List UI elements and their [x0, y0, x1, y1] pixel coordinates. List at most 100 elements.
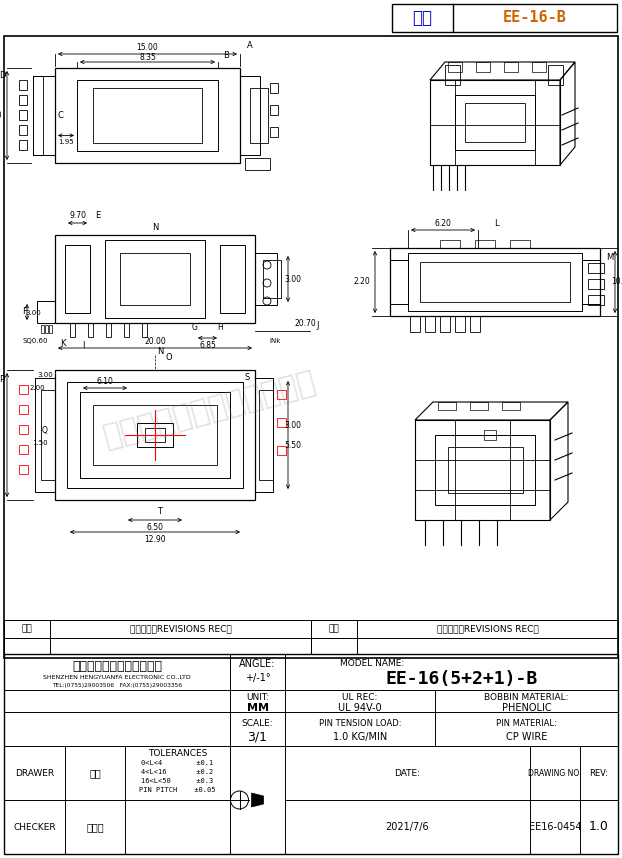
Bar [263, 260, 281, 298]
Bar [588, 295, 604, 305]
Text: 10.22: 10.22 [611, 277, 622, 287]
Bar [410, 316, 420, 332]
Bar [255, 378, 273, 492]
Bar [510, 240, 530, 248]
Text: E: E [95, 210, 101, 220]
Text: 3.00: 3.00 [25, 310, 41, 316]
Text: F: F [22, 306, 27, 316]
Bar [438, 402, 456, 410]
Text: 6.85: 6.85 [199, 341, 216, 349]
Bar [504, 62, 518, 72]
Text: PHENOLIC: PHENOLIC [502, 703, 551, 713]
Bar [49, 325, 52, 333]
Text: 3.00: 3.00 [37, 372, 53, 378]
Bar [582, 260, 600, 304]
Text: 3.00: 3.00 [284, 420, 302, 430]
Text: TEL:(0755)29003506   FAX:(0755)29003356: TEL:(0755)29003506 FAX:(0755)29003356 [52, 682, 182, 687]
Text: 6.20: 6.20 [435, 219, 452, 227]
Text: MM: MM [246, 703, 269, 713]
Bar [270, 83, 278, 93]
Text: A: A [247, 41, 253, 51]
Text: 版本: 版本 [328, 625, 340, 633]
Bar [77, 80, 218, 151]
Text: REV:: REV: [590, 769, 608, 777]
Text: SQ0.60: SQ0.60 [22, 338, 48, 344]
Bar [420, 262, 570, 302]
Bar [240, 76, 260, 155]
Bar [425, 316, 435, 332]
Bar [137, 423, 173, 447]
Bar [33, 76, 55, 155]
Bar [55, 235, 255, 323]
Bar [142, 323, 147, 337]
Bar [484, 430, 496, 440]
Text: 1.50: 1.50 [32, 440, 48, 446]
Text: +/-1°: +/-1° [244, 673, 271, 683]
Bar [448, 62, 462, 72]
Bar [55, 370, 255, 500]
Bar [19, 140, 27, 150]
Text: 3/1: 3/1 [248, 730, 267, 744]
Text: 6.50: 6.50 [147, 523, 164, 531]
Bar [415, 420, 550, 520]
Text: 深圳市恒源发电子有限公司: 深圳市恒源发电子有限公司 [101, 368, 320, 452]
Bar [392, 4, 617, 32]
Text: BOBBIN MATERIAL:: BOBBIN MATERIAL: [485, 693, 569, 703]
Bar [311, 638, 357, 654]
Text: PIN PITCH    ±0.05: PIN PITCH ±0.05 [139, 787, 216, 793]
Text: 11.60: 11.60 [0, 111, 2, 120]
Text: 1.0 KG/MIN: 1.0 KG/MIN [333, 732, 387, 742]
Bar [120, 253, 190, 305]
Bar [55, 68, 240, 163]
Text: 20.70: 20.70 [294, 319, 316, 329]
Text: CP WIRE: CP WIRE [506, 732, 547, 742]
Polygon shape [251, 793, 264, 807]
Text: DATE:: DATE: [394, 769, 420, 777]
Text: ANGLE:: ANGLE: [239, 659, 276, 669]
Text: D: D [0, 71, 5, 81]
Text: 2.00: 2.00 [29, 385, 45, 391]
Bar [4, 620, 50, 638]
Text: B: B [223, 51, 229, 61]
Bar [4, 654, 618, 854]
Bar [270, 127, 278, 137]
Bar [35, 378, 55, 492]
Text: SCALE:: SCALE: [242, 720, 273, 728]
Text: N: N [157, 347, 163, 357]
Bar [455, 316, 465, 332]
Text: PIN MATERIAL:: PIN MATERIAL: [496, 720, 557, 728]
Text: EE-16-B: EE-16-B [503, 10, 567, 26]
Text: 9.70: 9.70 [69, 212, 86, 221]
Text: 1.95: 1.95 [58, 140, 74, 146]
Bar [440, 316, 450, 332]
Bar [41, 390, 55, 480]
Bar [19, 465, 28, 474]
Bar [37, 301, 55, 323]
Bar [445, 65, 460, 85]
Bar [475, 240, 495, 248]
Bar [390, 260, 408, 304]
Text: UL REC:: UL REC: [342, 693, 378, 703]
Bar [588, 279, 604, 289]
Bar [532, 62, 546, 72]
Text: 型号: 型号 [412, 9, 432, 27]
Bar [80, 392, 230, 478]
Text: 3.00: 3.00 [284, 275, 302, 283]
Bar [33, 76, 43, 155]
Text: MODEL NAME:: MODEL NAME: [340, 660, 404, 668]
Bar [259, 390, 273, 480]
Text: O: O [165, 353, 172, 362]
Bar [19, 125, 27, 135]
Text: EE16-0454: EE16-0454 [529, 822, 582, 832]
Text: 0<L<4        ±0.1: 0<L<4 ±0.1 [141, 760, 213, 766]
Bar [465, 103, 525, 142]
Bar [277, 446, 286, 455]
Bar [440, 240, 460, 248]
Text: L: L [494, 220, 498, 228]
Bar [19, 95, 27, 105]
Bar [67, 382, 243, 488]
Text: UNIT:: UNIT: [246, 693, 269, 703]
Bar [4, 620, 618, 638]
Bar [408, 253, 582, 311]
Text: UL 94V-0: UL 94V-0 [338, 703, 382, 713]
